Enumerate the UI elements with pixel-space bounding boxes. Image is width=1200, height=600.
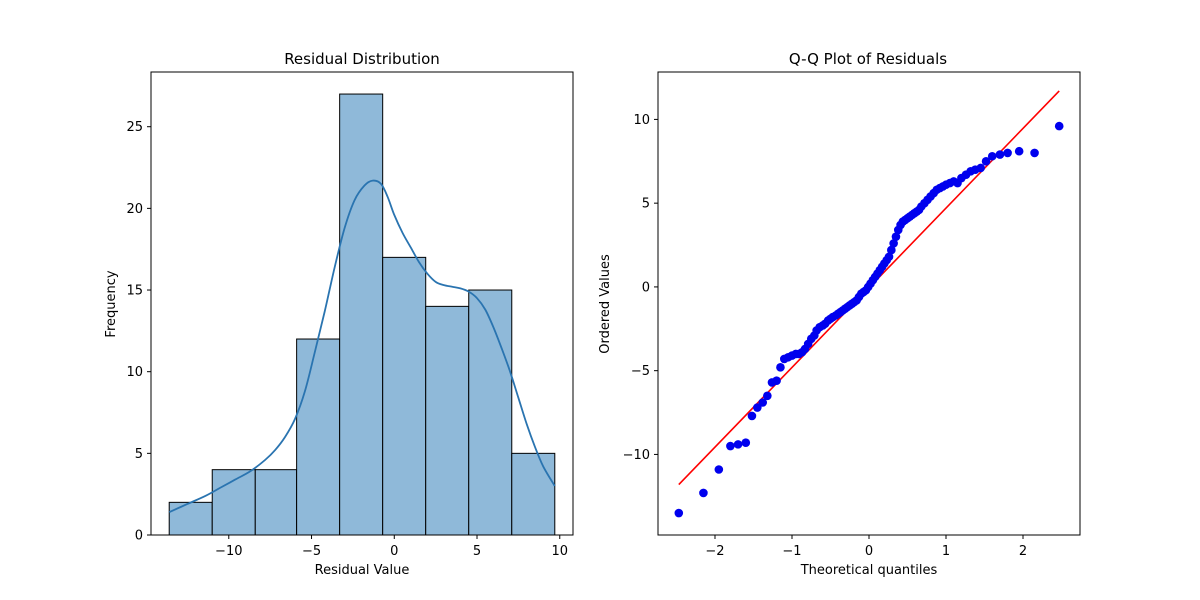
histogram-bar xyxy=(425,305,470,536)
histogram-bar xyxy=(382,256,427,536)
qq-point xyxy=(741,438,751,448)
hist-xtick-label: 0 xyxy=(390,544,398,559)
qq-xtick-label: 0 xyxy=(865,544,873,559)
qq-point xyxy=(884,252,894,262)
histogram-bar xyxy=(339,93,384,536)
histogram-bar xyxy=(511,452,556,536)
qq-point xyxy=(763,391,772,401)
qq-point xyxy=(753,403,762,412)
qq-point xyxy=(987,151,997,161)
histogram-bar xyxy=(254,469,298,536)
qq-point xyxy=(726,441,735,451)
qq-ytick-label: 0 xyxy=(642,280,650,295)
qq-xlabel: Theoretical quantiles xyxy=(800,563,938,578)
hist-ytick-label: 20 xyxy=(126,202,143,217)
histogram-panel: Residual Distribution −10 −5 0 5 10 0 5 10 15 20 2… xyxy=(104,50,574,578)
histogram-bar xyxy=(168,501,213,536)
qq-ytick-label: −10 xyxy=(623,448,650,463)
qq-point xyxy=(1054,121,1064,131)
qq-point xyxy=(699,488,708,498)
qq-point xyxy=(887,245,896,255)
histogram-bars xyxy=(168,93,556,536)
kde-curve xyxy=(168,179,556,513)
qq-xtick-label: 1 xyxy=(942,544,950,559)
qq-point xyxy=(772,376,781,386)
hist-ytick-label: 15 xyxy=(126,284,143,299)
qq-title: Q-Q Plot of Residuals xyxy=(789,50,947,68)
qq-point xyxy=(1003,148,1012,158)
histogram-ylabel: Frequency xyxy=(104,270,119,337)
hist-xtick-label: −10 xyxy=(215,544,242,559)
qq-point xyxy=(1014,146,1024,156)
qq-xtick-label: −1 xyxy=(782,544,801,559)
hist-ytick-label: 0 xyxy=(135,529,143,544)
qq-xtick-label: −2 xyxy=(705,544,724,559)
histogram-xlabel: Residual Value xyxy=(315,563,410,578)
histogram-frame xyxy=(150,71,574,536)
qq-point xyxy=(776,363,785,372)
hist-xtick-label: 10 xyxy=(551,544,568,559)
qq-ytick-label: 5 xyxy=(642,197,650,212)
qq-point xyxy=(889,239,898,248)
qq-ylabel: Ordered Values xyxy=(598,254,613,354)
qq-point xyxy=(733,440,743,449)
qq-point xyxy=(1030,148,1039,158)
qq-frame xyxy=(657,71,1081,536)
hist-ytick-label: 5 xyxy=(135,447,143,462)
hist-xtick-label: 5 xyxy=(473,544,481,559)
qq-point xyxy=(976,163,985,173)
histogram-bar xyxy=(468,289,513,536)
qq-point xyxy=(747,411,757,421)
hist-ytick-label: 25 xyxy=(126,120,143,135)
qq-ytick-label: 10 xyxy=(633,113,650,128)
hist-ytick-label: 10 xyxy=(126,365,143,380)
hist-xtick-label: −5 xyxy=(302,544,321,559)
qq-point xyxy=(758,398,768,407)
histogram-title: Residual Distribution xyxy=(284,50,440,68)
qq-point xyxy=(891,232,901,241)
qq-point xyxy=(981,156,991,166)
qq-xtick-label: 2 xyxy=(1019,544,1027,559)
qq-point xyxy=(674,508,684,518)
qq-points xyxy=(674,121,1064,518)
histogram-bar xyxy=(296,338,341,536)
qq-ytick-label: −5 xyxy=(631,364,650,379)
histogram-ticks: −10 −5 0 5 10 0 5 10 15 20 25 xyxy=(126,120,568,559)
qq-point xyxy=(995,150,1005,159)
qq-point xyxy=(714,465,724,474)
